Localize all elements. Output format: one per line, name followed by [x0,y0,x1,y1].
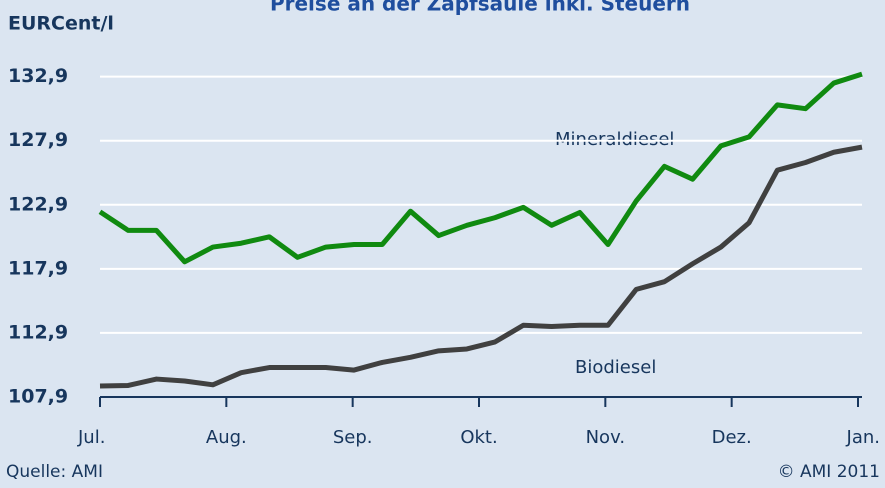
source: Quelle: AMI [6,462,103,482]
series-line [98,71,863,265]
y-tick-label: 117,9 [8,257,68,279]
x-tick-label: Sep. [333,427,373,448]
series-label: Biodiesel [575,357,656,378]
x-tick-label: Nov. [586,427,625,448]
x-tick-label: Okt. [460,427,497,448]
x-tick-label: Dez. [712,427,752,448]
y-tick-label: 122,9 [8,193,68,215]
copyright: © AMI 2011 [778,462,880,482]
series-line [99,144,863,389]
series-label: Mineraldiesel [555,129,674,150]
y-tick-label: 132,9 [8,65,68,87]
y-tick-label: 127,9 [8,129,68,151]
y-tick-label: 107,9 [8,386,68,408]
x-tick-label: Jul. [77,427,105,448]
chart-title: Preise an der Zapfsäule inkl. Steuern [270,0,690,16]
x-tick-label: Jan. [846,427,880,448]
y-axis-label: EURCent/l [8,13,114,35]
x-tick-label: Aug. [206,427,247,448]
y-tick-label: 112,9 [8,321,68,343]
